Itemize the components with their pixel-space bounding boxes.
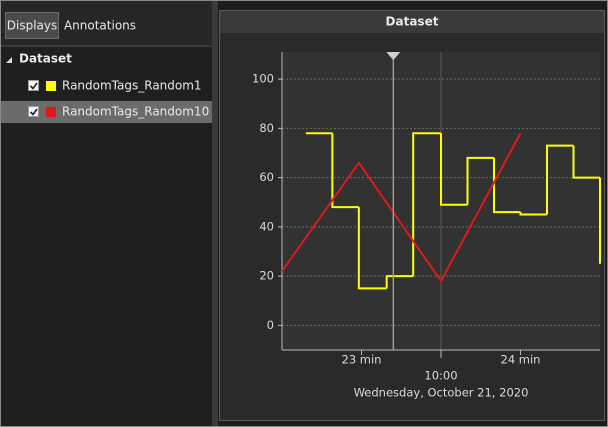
tree: RandomTags_Random1 RandomTags_Random10 — [28, 79, 209, 119]
tab[interactable]: Displays — [7, 19, 57, 33]
expander[interactable] — [6, 57, 12, 63]
checkbox[interactable] — [28, 80, 39, 91]
step-segment — [493, 157, 521, 214]
step-segment — [572, 145, 600, 179]
x-axis-label: Wednesday, October 21, 2020 — [354, 386, 529, 400]
y-tick-label: 80 — [259, 121, 274, 135]
tab-selected[interactable] — [5, 12, 59, 39]
checkbox[interactable] — [28, 106, 39, 117]
y-tick-label: 40 — [259, 219, 274, 233]
chart-header — [220, 11, 604, 33]
y-tick-label: 100 — [252, 72, 274, 86]
step-segment — [357, 207, 387, 290]
tab[interactable]: Annotations — [64, 19, 136, 33]
legend-swatch — [46, 107, 56, 117]
legend-label: RandomTags_Random10 — [62, 105, 209, 119]
legend-swatch — [46, 81, 56, 91]
y-tick-label: 60 — [259, 170, 274, 184]
step-segment — [466, 156, 494, 205]
tree-title: Dataset — [19, 52, 72, 66]
step-segment — [412, 132, 441, 277]
step-segment — [546, 144, 574, 215]
x-tick-label: 24 min — [501, 353, 541, 367]
plot: 0 20 40 60 80 100 23 min 10:00 24 min — [252, 52, 601, 383]
splitter[interactable] — [212, 1, 218, 426]
y-tick-label: 0 — [267, 318, 274, 332]
y-tick-label: 20 — [259, 269, 274, 283]
row-highlight — [1, 101, 212, 123]
legend-label: RandomTags_Random1 — [62, 79, 202, 93]
step-segment — [331, 133, 359, 209]
step-segment — [440, 133, 468, 206]
check-mark — [29, 82, 38, 90]
x-tick-label: 23 min — [342, 353, 382, 367]
step-segment — [519, 212, 547, 216]
step-segment — [385, 275, 414, 289]
check-mark — [29, 108, 38, 116]
cursor-handle[interactable] — [386, 52, 401, 60]
x-tick-label: 10:00 — [424, 369, 457, 383]
series-line — [281, 132, 522, 283]
left-panel — [1, 1, 212, 426]
chart-title: Dataset — [386, 15, 439, 29]
